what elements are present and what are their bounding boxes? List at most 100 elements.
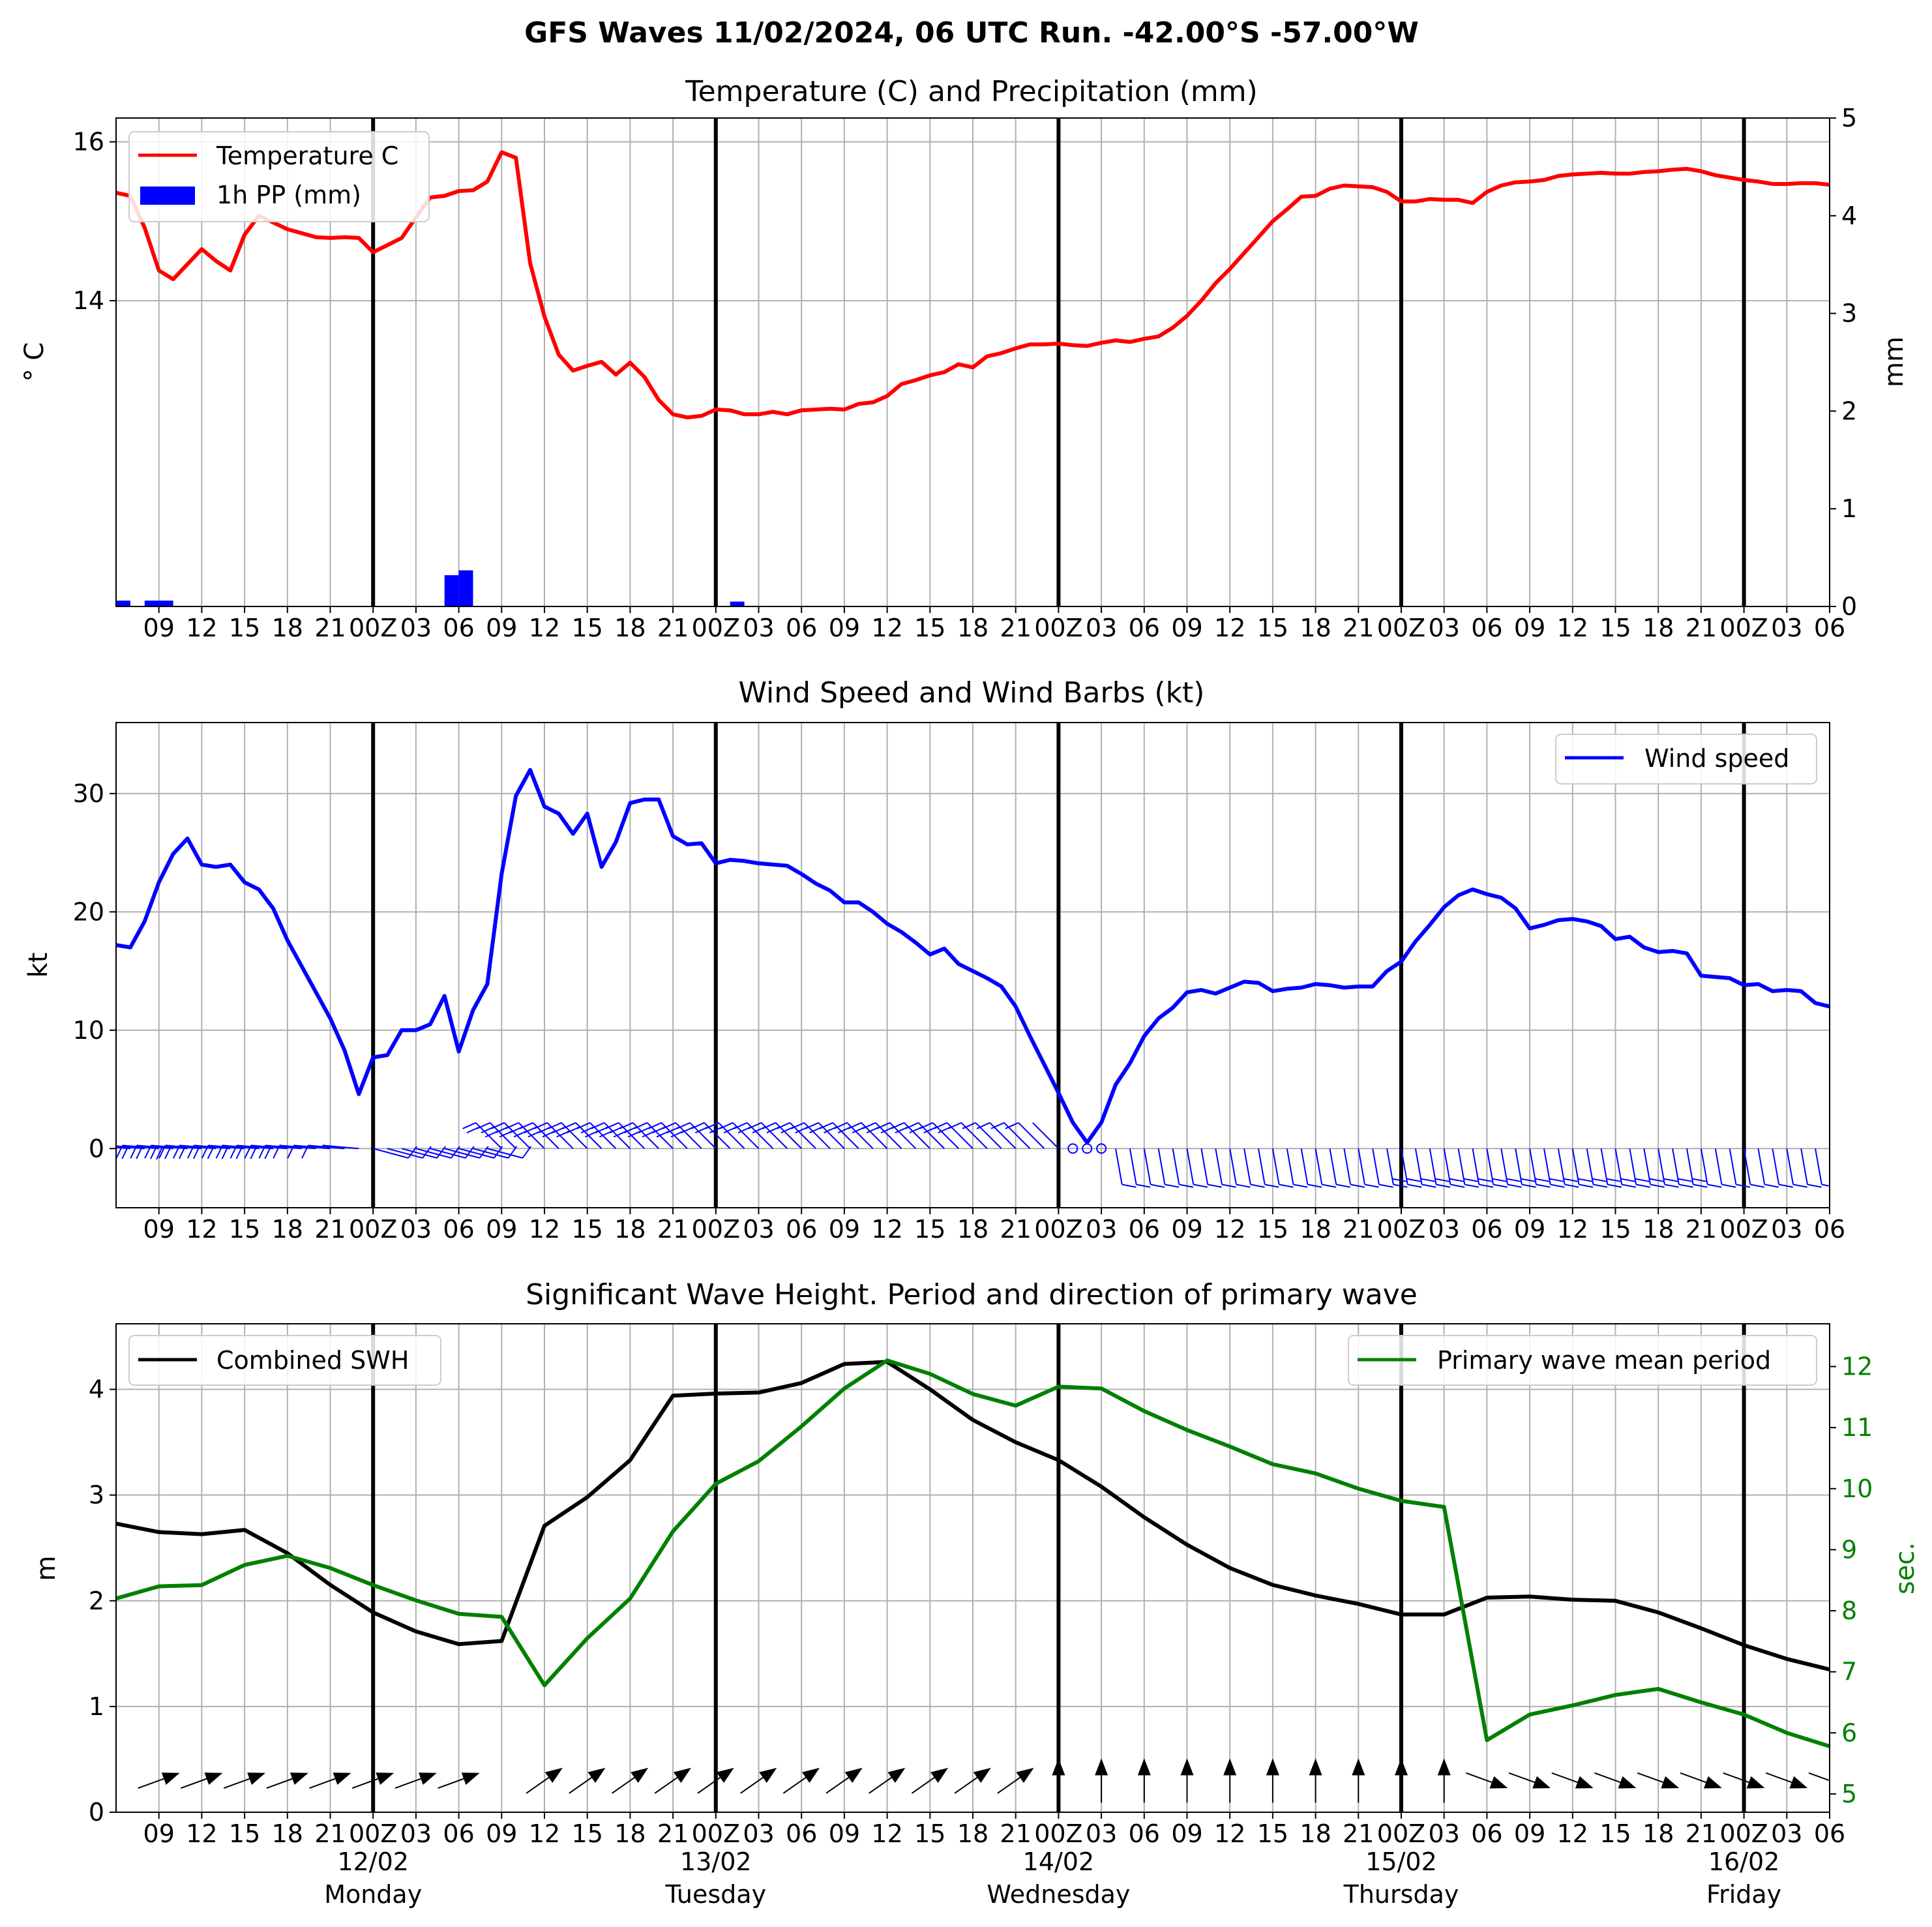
wind-barb-staff — [1172, 1148, 1180, 1185]
xtick-label: 12 — [871, 1215, 902, 1244]
wind-barb-flag — [562, 1122, 576, 1129]
temperature-line — [116, 150, 1830, 420]
wind-barb-staff — [165, 1144, 202, 1150]
wind-barb — [1229, 1148, 1251, 1188]
wind-barb-staff — [1372, 1148, 1380, 1185]
wind-barb — [372, 1146, 417, 1159]
wind-barb-calm — [1096, 1143, 1107, 1154]
wind-barb-flag — [150, 1145, 158, 1159]
wind-barb — [1672, 1148, 1693, 1188]
wind-barb-flag — [186, 1144, 195, 1159]
wave-arrow-head — [1618, 1776, 1637, 1789]
wave-arrow-head — [1052, 1758, 1065, 1776]
wind-barb-flag — [108, 1146, 114, 1159]
wind-barb-flag — [1478, 1178, 1493, 1182]
wave-arrow — [997, 1767, 1034, 1794]
day-date-label: 14/02 — [1023, 1847, 1095, 1876]
wind-barb-flag — [462, 1122, 477, 1129]
wind-barb-staff — [1743, 1148, 1751, 1185]
wave-arrow-head — [161, 1772, 180, 1785]
wind-barb-staff — [415, 1148, 452, 1159]
wind-barb — [430, 1146, 475, 1159]
wave-arrow-head — [1575, 1776, 1594, 1789]
wind-barb-flag — [576, 1122, 591, 1129]
day-weekday-label: Thursday — [1343, 1880, 1459, 1909]
precip-bar — [444, 575, 459, 606]
xtick-label: 09 — [143, 1819, 175, 1848]
wind-barb — [1414, 1148, 1436, 1188]
wind-barb-flag — [777, 1122, 790, 1129]
wind-barb — [201, 1144, 245, 1159]
wave-arrow — [1808, 1772, 1830, 1786]
wave-arrow-head — [1532, 1776, 1551, 1789]
xtick-label: 06 — [786, 614, 817, 642]
wave-arrow-shaft — [1808, 1772, 1830, 1786]
wind-barb-flag — [136, 1145, 143, 1159]
wind-barb — [158, 1144, 202, 1159]
xtick-label: 12 — [186, 1215, 217, 1244]
wind-barb-staff — [1643, 1148, 1652, 1185]
panel3-day-lines — [371, 1324, 1746, 1812]
wind-barb-flag — [1464, 1184, 1479, 1188]
xtick-label: 18 — [957, 1819, 988, 1848]
wind-line-layer — [116, 768, 1830, 1145]
wind-barb — [1386, 1148, 1408, 1188]
wave-arrow — [138, 1772, 180, 1789]
wind-barb — [1629, 1148, 1650, 1188]
day-date-label: 13/02 — [680, 1847, 752, 1876]
xtick-label: 21 — [1343, 614, 1374, 642]
wave-arrow-head — [1746, 1776, 1765, 1789]
wind-barb-flag — [1293, 1184, 1308, 1188]
xtick-label: 00Z — [349, 1819, 397, 1848]
wind-barb-staff — [1429, 1148, 1437, 1185]
wind-barb — [1005, 1122, 1045, 1149]
wind-barb-flag — [1005, 1122, 1019, 1129]
legend-swh-label: Combined SWH — [216, 1346, 409, 1375]
wind-barb-flag — [158, 1144, 166, 1159]
wind-barb-staff — [122, 1144, 159, 1150]
wave-arrow — [1508, 1772, 1551, 1789]
xtick-label: 18 — [614, 614, 646, 642]
wind-barb-flag — [1506, 1178, 1521, 1182]
wind-barb-flag — [1122, 1184, 1137, 1188]
wind-barb — [1829, 1148, 1830, 1153]
wind-barb-flag — [1221, 1184, 1236, 1188]
wind-barb-flag — [647, 1122, 662, 1129]
wind-barb-staff — [1443, 1148, 1451, 1185]
ytick-label: 3 — [89, 1481, 104, 1510]
wind-barb-staff — [473, 1148, 509, 1159]
xtick-label: 21 — [1000, 1819, 1032, 1848]
xtick-label: 18 — [1300, 1819, 1331, 1848]
day-date-label: 15/02 — [1365, 1847, 1437, 1876]
period-line — [116, 1358, 1830, 1748]
wind-barb — [1729, 1148, 1751, 1188]
wind-barb-flag — [1622, 1184, 1637, 1188]
wind-barb-staff — [151, 1144, 188, 1150]
wind-barb-flag — [1492, 1178, 1507, 1182]
wind-barb-flag — [1421, 1184, 1436, 1188]
wind-barb — [1486, 1148, 1508, 1188]
wind-barb — [1315, 1148, 1337, 1188]
wave-arrow — [1680, 1772, 1722, 1789]
wave-arrow — [1052, 1758, 1065, 1803]
wind-barb-flag — [1463, 1178, 1478, 1182]
wind-barb — [415, 1146, 460, 1159]
wind-barb-flag — [250, 1145, 258, 1159]
xtick-label: 06 — [786, 1215, 817, 1244]
wind-barb — [1757, 1148, 1779, 1188]
wind-barb — [1215, 1148, 1236, 1188]
xtick-label: 18 — [614, 1819, 646, 1848]
wind-barb-staff — [1600, 1148, 1609, 1185]
wind-barb — [301, 1144, 345, 1159]
wind-barb — [1343, 1148, 1365, 1188]
xtick-label: 09 — [1171, 1819, 1202, 1848]
xtick-label: 15 — [914, 1215, 945, 1244]
wind-barb-flag — [264, 1145, 272, 1159]
wind-barb-staff — [1571, 1148, 1580, 1185]
wind-barb-flag — [121, 1145, 129, 1159]
panel3-day-labels: 12/02 Monday 13/02 Tuesday 14/02 Wednesday 15/… — [324, 1847, 1781, 1909]
wave-arrow — [1223, 1758, 1237, 1803]
ytick-label: 30 — [73, 779, 104, 808]
xtick-label: 09 — [143, 1215, 175, 1244]
wave-arrow-head — [587, 1767, 606, 1784]
